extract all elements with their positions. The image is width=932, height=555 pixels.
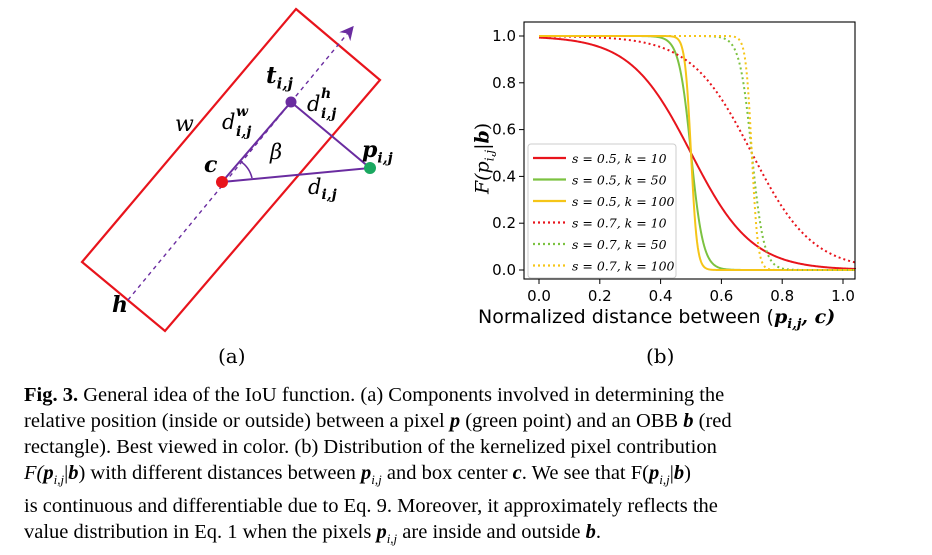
label-t: ti,j bbox=[266, 62, 293, 93]
label-beta: β bbox=[270, 140, 283, 164]
label-d: di,j bbox=[308, 175, 337, 204]
chart-x-axis-label: Normalized distance between (pi,j, c) bbox=[478, 306, 836, 332]
y-tick-label: 0.6 bbox=[492, 121, 516, 139]
x-tick-label: 0.2 bbox=[588, 287, 612, 305]
x-tick-label: 1.0 bbox=[831, 287, 855, 305]
figure-caption: Fig. 3. General idea of the IoU function… bbox=[24, 384, 732, 547]
legend-label: s = 0.7, k = 50 bbox=[572, 237, 667, 252]
x-tick-label: 0.4 bbox=[649, 287, 673, 305]
series-line-4 bbox=[539, 35, 855, 271]
x-tick-label: 0.0 bbox=[527, 287, 551, 305]
label-w: w bbox=[175, 112, 194, 137]
label-d-h: d h i,j bbox=[307, 86, 337, 122]
center-point-c bbox=[216, 176, 228, 188]
legend-label: s = 0.5, k = 10 bbox=[572, 151, 667, 166]
legend-label: s = 0.7, k = 10 bbox=[572, 216, 667, 231]
x-tick-label: 0.6 bbox=[709, 287, 733, 305]
panel-b-chart: 0.0 0.2 0.4 0.6 0.8 1.0 0.0 0.2 0.4 0.6 0.8 1.0 s =… bbox=[492, 21, 856, 305]
panel-a-sub-label: (a) bbox=[218, 344, 246, 368]
chart-y-axis-label: F(pi,j|b) bbox=[471, 122, 497, 195]
legend-label: s = 0.5, k = 50 bbox=[572, 173, 667, 188]
beta-angle-arc bbox=[239, 160, 253, 179]
obb-box bbox=[80, 7, 382, 333]
series-line-0 bbox=[538, 36, 856, 270]
label-d-w: d w i,j bbox=[222, 104, 252, 140]
pixel-point-p bbox=[364, 162, 376, 174]
plot-frame bbox=[523, 21, 856, 280]
x-tick-label: 0.8 bbox=[770, 287, 794, 305]
panel-a-diagram bbox=[80, 7, 382, 333]
legend-label: s = 0.5, k = 100 bbox=[572, 194, 675, 209]
distance-triangle bbox=[219, 100, 373, 184]
label-c: c bbox=[204, 152, 218, 178]
box-axis-line bbox=[127, 25, 354, 301]
y-tick-label: 0.4 bbox=[492, 167, 516, 185]
y-tick-label: 0.0 bbox=[492, 261, 516, 279]
panel-b-sub-label: (b) bbox=[646, 344, 675, 368]
label-p: pi,j bbox=[362, 137, 393, 167]
y-tick-label: 0.8 bbox=[492, 74, 516, 92]
legend-label: s = 0.7, k = 100 bbox=[572, 259, 675, 274]
y-tick-label: 1.0 bbox=[492, 27, 516, 45]
point-t bbox=[285, 96, 297, 108]
y-tick-label: 0.2 bbox=[492, 214, 516, 232]
label-h: h bbox=[112, 292, 128, 318]
